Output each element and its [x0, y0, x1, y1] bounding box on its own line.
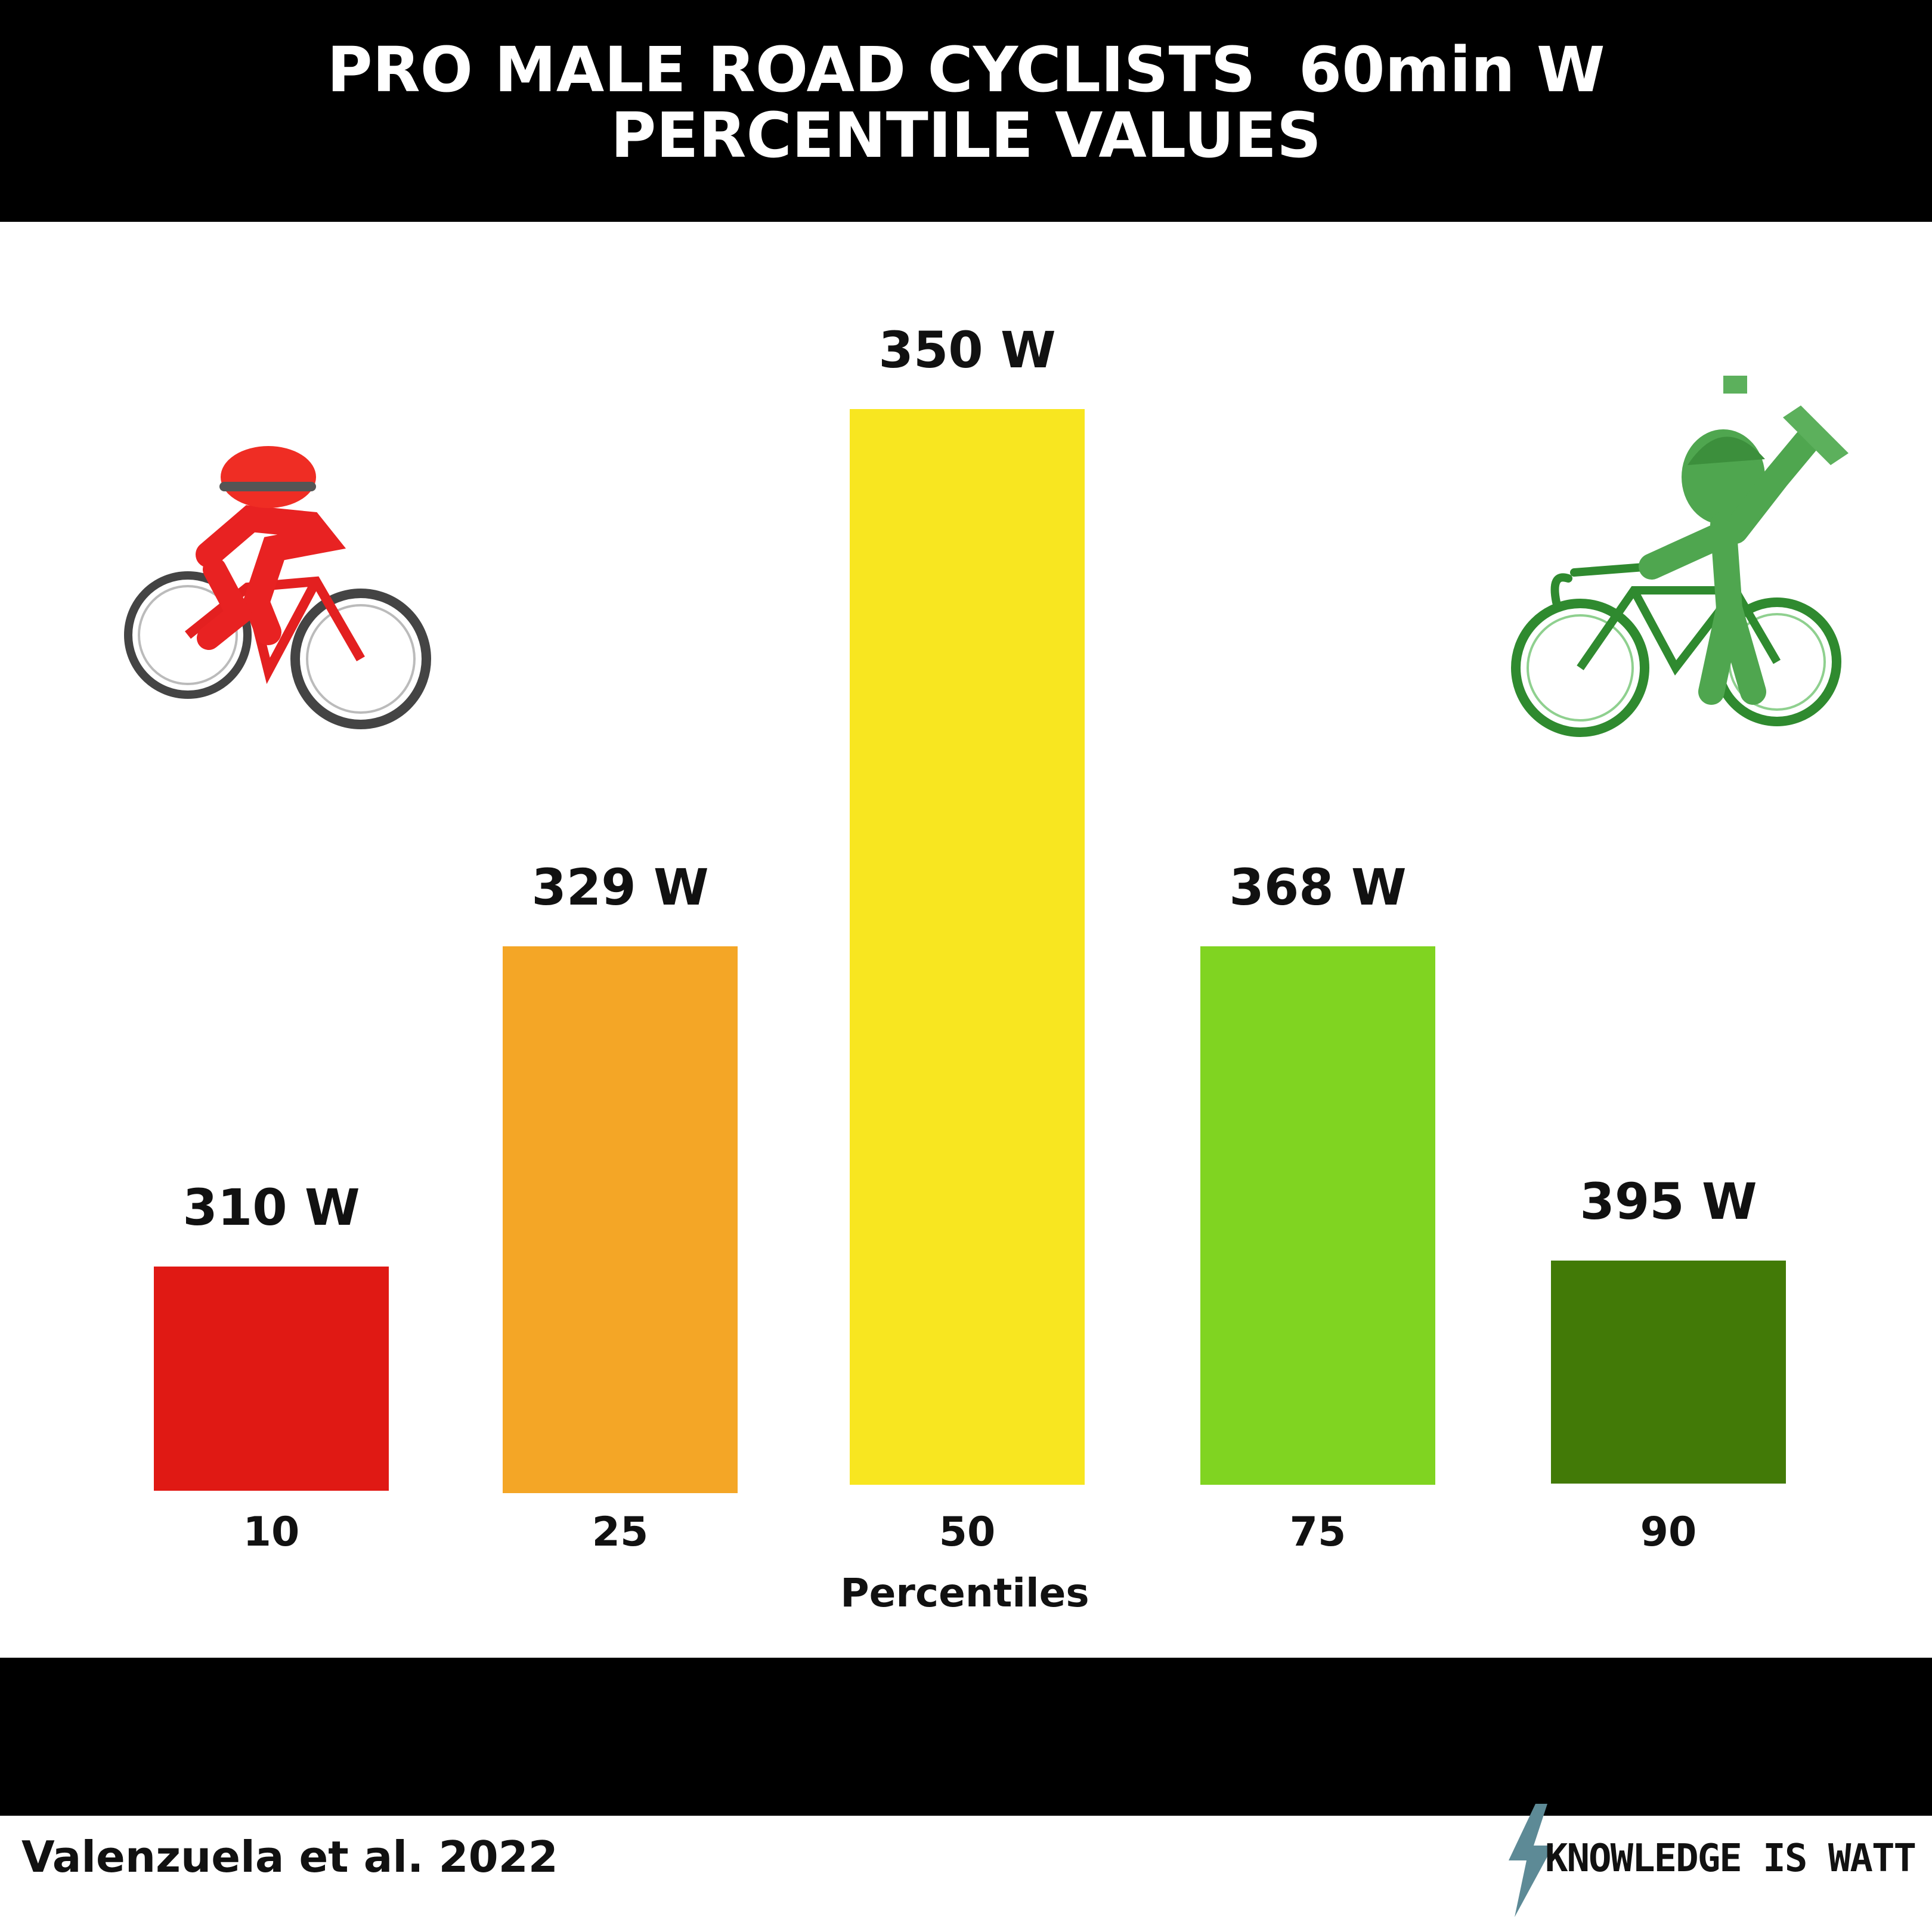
red-cyclist-icon — [124, 446, 431, 729]
value-label-50: 350 W — [878, 321, 1055, 379]
source-citation: Valenzuela et al. 2022 — [21, 1832, 558, 1882]
green-cyclist-trophy-icon — [1511, 376, 1849, 737]
bar-chart: 310 W 329 W 350 W 368 W 395 W 10 25 50 75 90 Per… — [154, 321, 1786, 1616]
header-band — [0, 0, 1932, 222]
category-label-75: 75 — [1290, 1509, 1346, 1556]
value-label-25: 329 W — [531, 858, 708, 917]
bar-10 — [154, 1267, 389, 1491]
brand-logo-text: KNOWLEDGE IS WATT — [1544, 1837, 1916, 1881]
chart-title-line-1: PRO MALE ROAD CYCLISTS 60min W — [327, 33, 1605, 106]
bar-90 — [1551, 1261, 1786, 1484]
chart-title: PRO MALE ROAD CYCLISTS 60min W PERCENTIL… — [0, 37, 1932, 168]
footer-band — [0, 1658, 1932, 1816]
value-label-90: 395 W — [1580, 1172, 1757, 1231]
bar-25 — [503, 946, 738, 1493]
chart-title-line-2: PERCENTILE VALUES — [611, 99, 1321, 172]
lightning-bolt-icon — [1509, 1804, 1553, 1917]
category-label-50: 50 — [939, 1509, 996, 1556]
value-label-75: 368 W — [1229, 858, 1406, 917]
category-label-25: 25 — [592, 1509, 649, 1556]
category-label-10: 10 — [243, 1509, 300, 1556]
value-label-10: 310 W — [182, 1178, 360, 1237]
category-label-90: 90 — [1640, 1509, 1697, 1556]
footer — [0, 1816, 1932, 1932]
bar-75 — [1200, 946, 1435, 1485]
bar-50 — [850, 409, 1085, 1485]
x-axis-label: Percentiles — [840, 1570, 1089, 1616]
